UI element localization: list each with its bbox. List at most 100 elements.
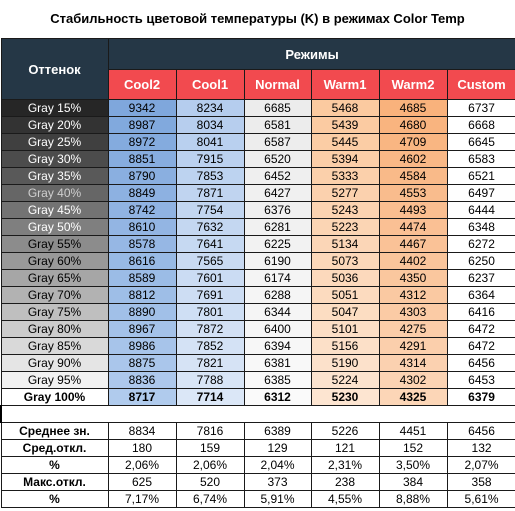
summary-cell: 129	[243, 439, 312, 457]
value-cell: 6381	[243, 354, 312, 372]
summary-cell: 625	[107, 473, 177, 491]
header-row: Оттенок Режимы	[0, 38, 515, 100]
value-cell: 7632	[175, 218, 245, 236]
row-label: Gray 20%	[0, 116, 109, 134]
summary-cell: 2,06%	[107, 456, 177, 474]
row-label: Gray 95%	[0, 371, 109, 389]
value-cell: 8967	[107, 320, 177, 338]
summary-cell: 180	[107, 439, 177, 457]
mode-header: Cool2	[107, 69, 177, 100]
value-cell: 4314	[378, 354, 448, 372]
row-label: Gray 100%	[0, 388, 109, 406]
spacer-row	[0, 405, 515, 423]
value-cell: 6174	[243, 269, 312, 287]
spacer	[0, 405, 515, 423]
value-cell: 4312	[378, 286, 448, 304]
summary-cell: 2,31%	[310, 456, 380, 474]
data-row: Gray 85% 8986 7852 6394 5156 4291 6472	[0, 337, 515, 355]
value-cell: 7788	[175, 371, 245, 389]
data-row: Gray 100% 8717 7714 6312 5230 4325 6379	[0, 388, 515, 406]
summary-cell: 159	[175, 439, 245, 457]
value-cell: 5036	[310, 269, 380, 287]
data-row: Gray 30% 8851 7915 6520 5394 4602 6583	[0, 150, 515, 168]
data-row: Gray 70% 8812 7691 6288 5051 4312 6364	[0, 286, 515, 304]
summary-cell: 2,07%	[446, 456, 515, 474]
summary-cell: 384	[378, 473, 448, 491]
data-row: Gray 90% 8875 7821 6381 5190 4314 6456	[0, 354, 515, 372]
summary-row: Среднее зн. 8834 7816 6389 5226 4451 6456	[0, 422, 515, 440]
value-cell: 6312	[243, 388, 312, 406]
row-label: Gray 15%	[0, 99, 109, 117]
value-cell: 4467	[378, 235, 448, 253]
data-row: Gray 25% 8972 8041 6587 5445 4709 6645	[0, 133, 515, 151]
mode-header: Warm2	[378, 69, 448, 100]
summary-label: Макс.откл.	[0, 473, 109, 491]
value-cell: 5073	[310, 252, 380, 270]
value-cell: 8610	[107, 218, 177, 236]
value-cell: 5156	[310, 337, 380, 355]
value-cell: 5277	[310, 184, 380, 202]
value-cell: 6344	[243, 303, 312, 321]
value-cell: 8717	[107, 388, 177, 406]
summary-row: % 2,06% 2,06% 2,04% 2,31% 3,50% 2,07%	[0, 456, 515, 474]
row-label: Gray 55%	[0, 235, 109, 253]
value-cell: 5243	[310, 201, 380, 219]
value-cell: 5230	[310, 388, 380, 406]
value-cell: 5190	[310, 354, 380, 372]
value-cell: 7915	[175, 150, 245, 168]
summary-label: %	[0, 490, 109, 508]
summary-cell: 373	[243, 473, 312, 491]
value-cell: 8890	[107, 303, 177, 321]
value-cell: 4680	[378, 116, 448, 134]
data-row: Gray 75% 8890 7801 6344 5047 4303 6416	[0, 303, 515, 321]
value-cell: 8041	[175, 133, 245, 151]
row-label: Gray 80%	[0, 320, 109, 338]
value-cell: 7801	[175, 303, 245, 321]
value-cell: 5223	[310, 218, 380, 236]
row-label: Gray 45%	[0, 201, 109, 219]
row-label: Gray 65%	[0, 269, 109, 287]
summary-cell: 520	[175, 473, 245, 491]
value-cell: 8972	[107, 133, 177, 151]
value-cell: 4402	[378, 252, 448, 270]
value-cell: 7601	[175, 269, 245, 287]
value-cell: 8875	[107, 354, 177, 372]
summary-cell: 6,74%	[175, 490, 245, 508]
value-cell: 4291	[378, 337, 448, 355]
value-cell: 5047	[310, 303, 380, 321]
value-cell: 4474	[378, 218, 448, 236]
value-cell: 8578	[107, 235, 177, 253]
row-label: Gray 35%	[0, 167, 109, 185]
row-header: Оттенок	[0, 38, 109, 100]
value-cell: 8849	[107, 184, 177, 202]
value-cell: 4302	[378, 371, 448, 389]
value-cell: 7641	[175, 235, 245, 253]
summary-cell: 7816	[175, 422, 245, 440]
summary-cell: 8834	[107, 422, 177, 440]
value-cell: 8742	[107, 201, 177, 219]
value-cell: 4303	[378, 303, 448, 321]
value-cell: 5224	[310, 371, 380, 389]
value-cell: 6456	[446, 354, 515, 372]
summary-cell: 238	[310, 473, 380, 491]
row-label: Gray 40%	[0, 184, 109, 202]
value-cell: 4553	[378, 184, 448, 202]
value-cell: 8812	[107, 286, 177, 304]
summary-cell: 5,61%	[446, 490, 515, 508]
summary-cell: 6389	[243, 422, 312, 440]
value-cell: 6394	[243, 337, 312, 355]
value-cell: 6497	[446, 184, 515, 202]
data-row: Gray 95% 8836 7788 6385 5224 4302 6453	[0, 371, 515, 389]
value-cell: 8836	[107, 371, 177, 389]
value-cell: 8589	[107, 269, 177, 287]
summary-cell: 121	[310, 439, 380, 457]
value-cell: 4584	[378, 167, 448, 185]
value-cell: 7714	[175, 388, 245, 406]
data-row: Gray 50% 8610 7632 6281 5223 4474 6348	[0, 218, 515, 236]
row-label: Gray 75%	[0, 303, 109, 321]
data-row: Gray 60% 8616 7565 6190 5073 4402 6250	[0, 252, 515, 270]
mode-row: Cool2 Cool1 Normal Warm1 Warm2 Custom	[1, 69, 515, 100]
value-cell: 6400	[243, 320, 312, 338]
value-cell: 4685	[378, 99, 448, 117]
value-cell: 7565	[175, 252, 245, 270]
